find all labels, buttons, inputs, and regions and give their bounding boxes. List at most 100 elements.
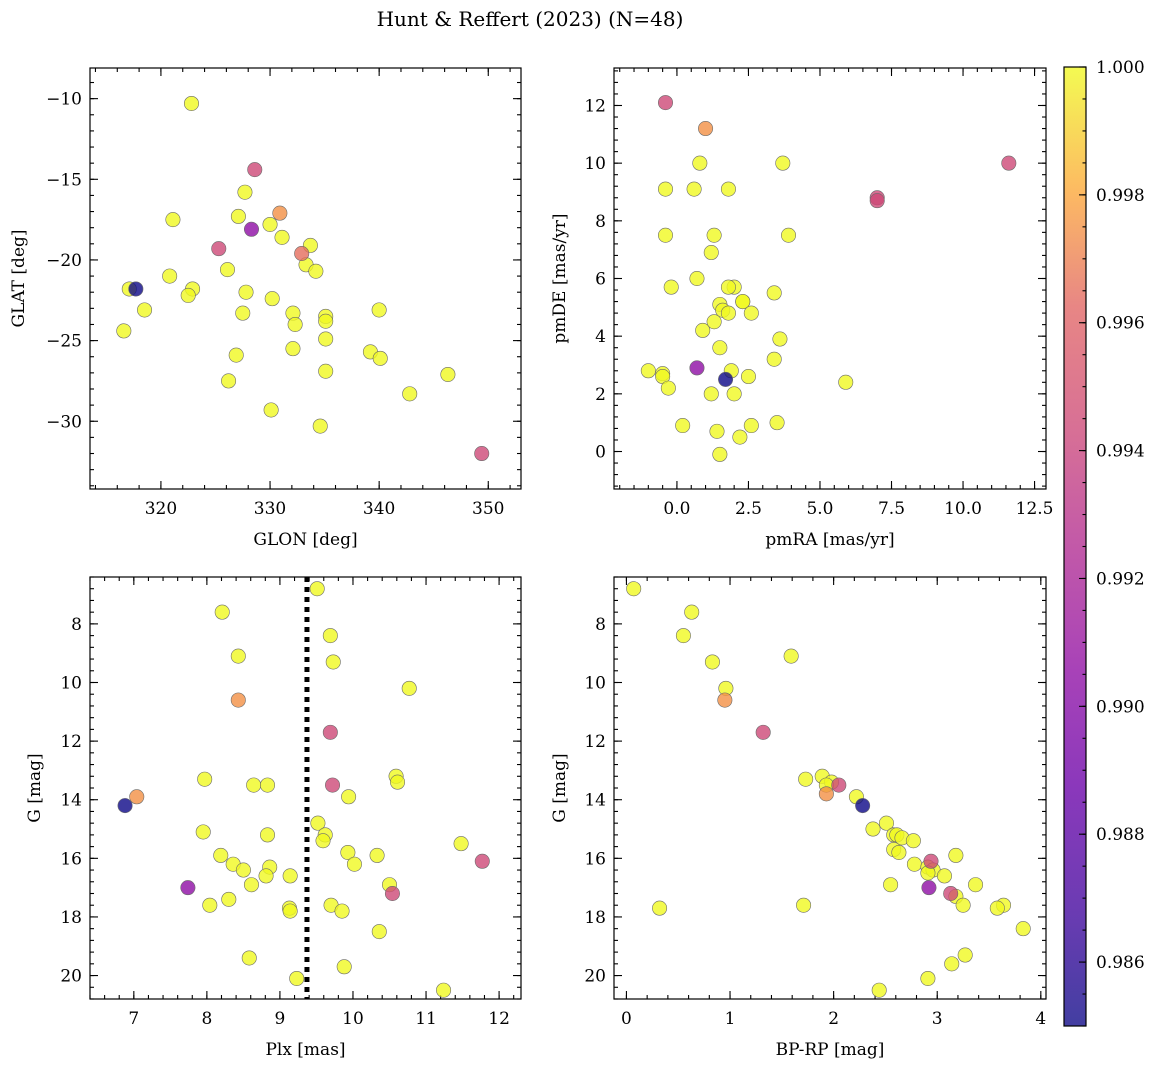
- data-point: [235, 862, 251, 878]
- data-point: [657, 181, 673, 197]
- data-point: [783, 648, 799, 664]
- data-point: [318, 331, 334, 347]
- points-layer: [640, 95, 1017, 462]
- axes-frame: [89, 67, 522, 490]
- data-point: [262, 216, 278, 232]
- data-point: [743, 418, 759, 434]
- data-point: [238, 284, 254, 300]
- points-layer: [117, 577, 490, 999]
- data-point: [871, 982, 887, 998]
- data-point: [137, 302, 153, 318]
- data-point: [247, 162, 263, 178]
- data-point: [214, 604, 230, 620]
- data-point: [474, 853, 490, 869]
- data-point: [325, 777, 341, 793]
- data-point: [325, 654, 341, 670]
- y-axis-label: GLAT [deg]: [9, 229, 29, 327]
- x-tick-label: 0.0: [663, 499, 690, 519]
- y-tick-label: 12: [60, 732, 82, 752]
- data-point: [955, 897, 971, 913]
- data-point: [246, 777, 262, 793]
- data-point: [285, 341, 301, 357]
- data-point: [334, 903, 350, 919]
- data-point: [855, 798, 871, 814]
- data-point: [322, 724, 338, 740]
- colorbar-tick-label: 1.000: [1096, 58, 1145, 78]
- data-point: [369, 847, 385, 863]
- data-point: [684, 604, 700, 620]
- x-axis-label: Plx [mas]: [265, 1040, 345, 1060]
- data-point: [735, 294, 751, 310]
- data-point: [726, 386, 742, 402]
- data-point: [202, 897, 218, 913]
- data-point: [883, 877, 899, 893]
- colorbar-tick-label: 0.986: [1096, 953, 1145, 973]
- data-point: [341, 789, 357, 805]
- data-point: [689, 360, 705, 376]
- y-axis-label: G [mag]: [550, 753, 570, 822]
- data-point: [243, 877, 259, 893]
- x-tick-label: 10.0: [944, 499, 982, 519]
- data-point: [440, 366, 456, 382]
- data-point: [312, 418, 328, 434]
- x-tick-label: 3: [932, 1009, 943, 1029]
- data-point: [346, 856, 362, 872]
- data-point: [652, 900, 668, 916]
- x-tick-label: 340: [363, 499, 395, 519]
- colorbar-tick-label: 0.990: [1096, 697, 1145, 717]
- data-point: [944, 956, 960, 972]
- data-point: [675, 628, 691, 644]
- data-point: [640, 363, 656, 379]
- data-point: [717, 692, 733, 708]
- y-tick-label: −10: [46, 90, 82, 110]
- y-axis-label: pmDE [mas/yr]: [550, 213, 570, 343]
- axes-frame: [613, 576, 1047, 1000]
- data-point: [402, 386, 418, 402]
- data-point: [211, 241, 227, 257]
- x-axis-label: GLON [deg]: [253, 530, 357, 550]
- data-point: [241, 950, 257, 966]
- y-tick-label: 4: [595, 327, 606, 347]
- data-point: [221, 373, 237, 389]
- data-point: [968, 877, 984, 893]
- y-tick-label: 0: [595, 443, 606, 463]
- x-tick-label: 11: [415, 1009, 437, 1029]
- data-point: [129, 789, 145, 805]
- y-tick-label: 20: [60, 967, 82, 987]
- x-tick-label: 9: [275, 1009, 286, 1029]
- data-point: [183, 95, 199, 111]
- data-point: [720, 279, 736, 295]
- y-tick-label: 14: [60, 791, 82, 811]
- colorbar-tick-label: 0.988: [1096, 825, 1145, 845]
- data-point: [336, 959, 352, 975]
- y-tick-label: −25: [46, 332, 82, 352]
- x-tick-label: 330: [254, 499, 286, 519]
- data-point: [1015, 921, 1031, 937]
- colorbar-tick-label: 0.998: [1096, 186, 1145, 206]
- y-tick-label: 8: [71, 615, 82, 635]
- data-point: [180, 880, 196, 896]
- data-point: [943, 885, 959, 901]
- x-tick-label: 8: [201, 1009, 212, 1029]
- data-point: [709, 423, 725, 439]
- data-point: [657, 227, 673, 243]
- colorbar-tick-label: 0.996: [1096, 314, 1145, 334]
- y-tick-label: 16: [60, 849, 82, 869]
- data-point: [869, 193, 885, 209]
- data-point: [712, 340, 728, 356]
- colorbar-gradient: [1064, 67, 1086, 1026]
- x-tick-label: 7: [128, 1009, 139, 1029]
- data-point: [237, 184, 253, 200]
- data-point: [165, 212, 181, 228]
- y-tick-label: 10: [60, 674, 82, 694]
- data-point: [230, 208, 246, 224]
- data-point: [282, 903, 298, 919]
- data-point: [197, 771, 213, 787]
- data-point: [219, 262, 235, 278]
- x-axis-label: pmRA [mas/yr]: [765, 530, 894, 550]
- data-point: [213, 847, 229, 863]
- data-point: [706, 314, 722, 330]
- data-point: [372, 350, 388, 366]
- data-point: [289, 970, 305, 986]
- data-point: [703, 386, 719, 402]
